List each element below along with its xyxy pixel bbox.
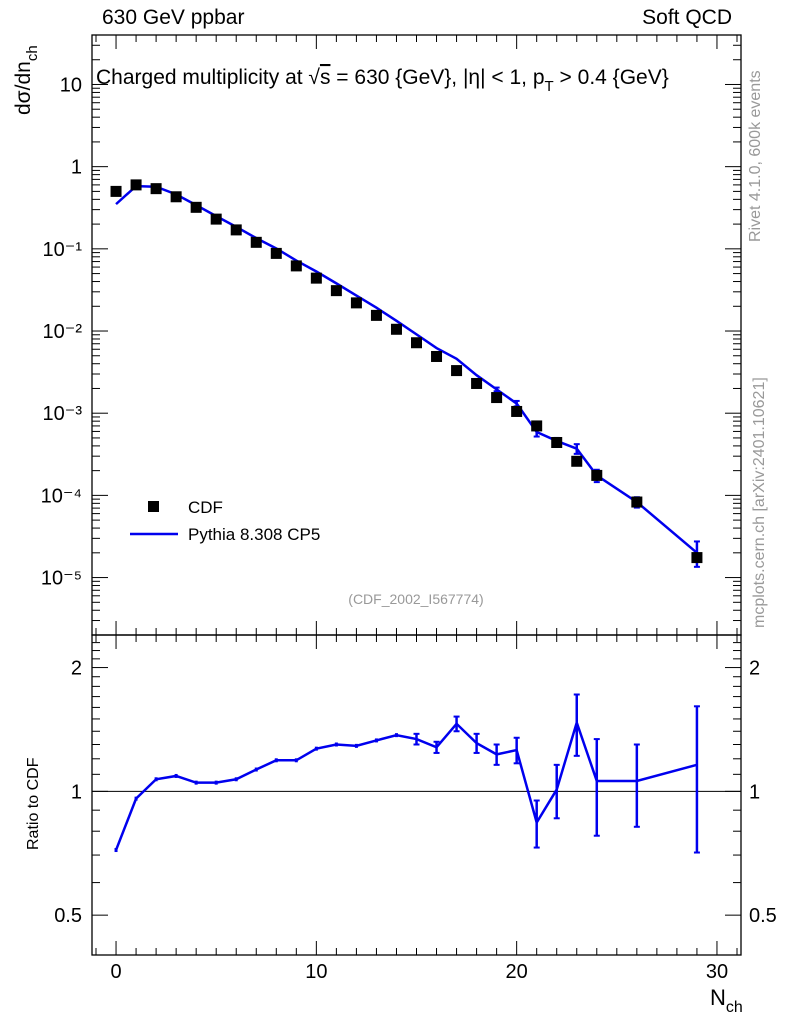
cdf-data-point — [270, 247, 282, 259]
cdf-data-point — [591, 469, 603, 481]
cdf-data-point — [330, 285, 342, 297]
legend: CDF Pythia 8.308 CP5 — [130, 498, 320, 544]
legend-cdf-marker — [148, 501, 159, 512]
x-tick-label: 0 — [110, 961, 121, 983]
header-left-label: 630 GeV ppbar — [102, 6, 245, 29]
cdf-data-point — [491, 392, 503, 404]
x-axis-label: Nch — [710, 985, 743, 1016]
cdf-data-point — [310, 272, 322, 284]
ratio-line — [114, 718, 698, 851]
x-tick-label: 30 — [706, 961, 728, 983]
header-right-label: Soft QCD — [642, 6, 732, 29]
ratio-tick-label-right: 2 — [749, 658, 760, 680]
y-axis-label: dσ/dnch — [12, 45, 41, 115]
y-tick-label: 10⁻³ — [43, 403, 83, 425]
legend-cdf-label: CDF — [188, 498, 223, 517]
cdf-data-point — [170, 191, 182, 203]
cdf-data-point — [290, 260, 302, 272]
cdf-data-point — [370, 309, 382, 321]
cdf-data-point — [250, 236, 262, 248]
cdf-data-point — [471, 377, 483, 389]
y-tick-label: 10⁻² — [43, 321, 83, 343]
cdf-data-point — [571, 455, 583, 467]
y-tick-label: 10⁻⁵ — [41, 568, 82, 590]
cdf-data-point — [390, 323, 402, 335]
y-tick-label: 10⁻¹ — [43, 239, 83, 261]
cdf-data-point — [451, 365, 463, 377]
legend-mc-label: Pythia 8.308 CP5 — [188, 525, 320, 544]
cdf-data-point — [150, 183, 162, 195]
ratio-tick-label: 0.5 — [54, 905, 82, 927]
ratio-tick-label: 2 — [71, 658, 82, 680]
cdf-data-point — [511, 405, 523, 417]
chart-title: Charged multiplicity at √s = 630 {GeV}, … — [96, 66, 669, 95]
ratio-tick-label-right: 0.5 — [749, 905, 777, 927]
ratio-tick-label-right: 1 — [749, 781, 760, 803]
cdf-data-point — [210, 213, 222, 225]
cdf-data-point — [551, 436, 563, 448]
y-tick-label: 10 — [60, 74, 82, 96]
y-tick-label: 10⁻⁴ — [41, 485, 82, 507]
x-tick-label: 10 — [305, 961, 327, 983]
cdf-data-point — [130, 179, 142, 191]
analysis-id: (CDF_2002_I567774) — [348, 591, 483, 607]
cdf-data-point — [631, 496, 643, 508]
ratio-tick-label: 1 — [71, 781, 82, 803]
ratio-plot-frame — [91, 634, 742, 956]
cdf-data-point — [691, 552, 703, 564]
rivet-label: Rivet 4.1.0, 600k events — [747, 70, 764, 242]
mc-series-line — [115, 184, 698, 554]
x-tick-label: 20 — [506, 961, 528, 983]
cdf-data-point — [190, 201, 202, 213]
ratio-y-axis-label: Ratio to CDF — [25, 757, 42, 850]
cdf-data-point — [531, 420, 543, 432]
cdf-data-point — [230, 224, 242, 236]
cdf-data-point — [350, 297, 362, 309]
cdf-data-point — [110, 185, 122, 197]
cdf-data-point — [411, 337, 422, 349]
mcplots-label: mcplots.cern.ch [arXiv:2401.10621] — [751, 377, 768, 628]
cdf-data-point — [431, 350, 443, 362]
y-tick-label: 1 — [71, 157, 82, 179]
